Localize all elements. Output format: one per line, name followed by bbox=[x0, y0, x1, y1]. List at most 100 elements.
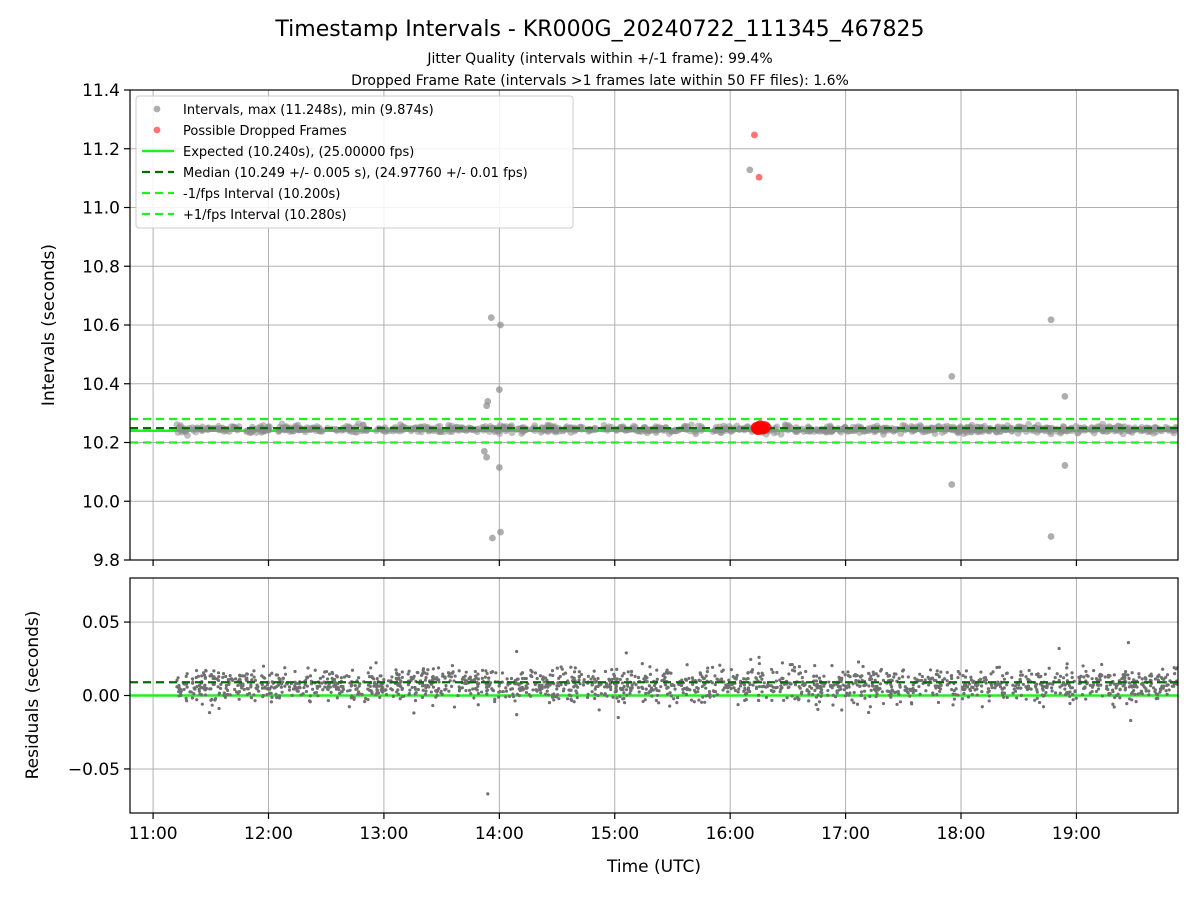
residual-point bbox=[280, 690, 284, 694]
residual-point bbox=[979, 684, 984, 688]
residual-point bbox=[742, 689, 746, 693]
residual-point bbox=[216, 685, 220, 689]
interval-point bbox=[1090, 429, 1098, 437]
residual-point bbox=[242, 674, 246, 678]
residual-point bbox=[511, 695, 516, 699]
residual-point bbox=[357, 684, 361, 688]
residual-point bbox=[498, 690, 502, 694]
residual-point bbox=[817, 685, 821, 689]
residual-point bbox=[715, 693, 720, 697]
residual-point bbox=[954, 687, 958, 691]
residual-point bbox=[572, 670, 577, 674]
residual-point bbox=[853, 673, 858, 677]
residual-point bbox=[1083, 685, 1087, 689]
residual-point bbox=[253, 699, 257, 703]
residual-point bbox=[1041, 705, 1046, 709]
residual-point bbox=[843, 684, 847, 688]
residual-point bbox=[274, 692, 278, 696]
residual-point bbox=[440, 692, 444, 696]
residual-point bbox=[801, 680, 805, 684]
residual-point bbox=[778, 678, 782, 682]
residual-point bbox=[421, 668, 425, 673]
residual-point bbox=[1005, 695, 1009, 700]
residual-point bbox=[1033, 698, 1037, 702]
interval-point bbox=[845, 427, 852, 435]
residual-point bbox=[241, 682, 245, 686]
residual-point bbox=[610, 677, 614, 682]
residual-point bbox=[609, 687, 613, 692]
residual-point bbox=[950, 687, 954, 692]
residual-point bbox=[938, 689, 942, 693]
residual-point bbox=[774, 679, 778, 683]
residual-point bbox=[533, 671, 538, 675]
residual-point bbox=[228, 693, 232, 697]
residual-point bbox=[826, 693, 830, 697]
residual-point bbox=[458, 686, 462, 691]
residual-point bbox=[354, 687, 358, 691]
residual-point bbox=[1091, 683, 1096, 687]
residual-point bbox=[1164, 675, 1168, 680]
residual-point bbox=[1074, 696, 1078, 700]
residual-point bbox=[250, 678, 254, 682]
residual-point bbox=[318, 684, 322, 688]
residual-point bbox=[700, 700, 704, 704]
interval-point bbox=[915, 424, 922, 432]
residual-point bbox=[1173, 672, 1177, 676]
residual-point bbox=[1147, 693, 1151, 697]
residual-point bbox=[593, 692, 597, 696]
residual-point bbox=[476, 672, 480, 676]
residual-point bbox=[1071, 698, 1075, 702]
residual-point bbox=[195, 698, 199, 702]
residual-point bbox=[311, 687, 315, 691]
residual-point bbox=[805, 688, 809, 692]
residual-point bbox=[1112, 705, 1116, 709]
residual-point bbox=[814, 703, 818, 707]
residual-point bbox=[272, 686, 276, 690]
residual-point bbox=[269, 685, 273, 689]
residual-point bbox=[895, 702, 899, 706]
residual-point bbox=[315, 686, 320, 690]
residual-point bbox=[889, 692, 893, 696]
residual-point bbox=[228, 673, 232, 678]
residual-point bbox=[890, 688, 894, 692]
interval-point bbox=[227, 423, 235, 431]
residual-point bbox=[226, 677, 230, 682]
residual-point bbox=[936, 684, 941, 688]
residual-point bbox=[183, 682, 187, 686]
residual-point bbox=[1113, 695, 1117, 700]
residual-point bbox=[372, 682, 377, 686]
residual-point bbox=[961, 673, 965, 678]
residual-point bbox=[888, 690, 892, 694]
residual-point bbox=[485, 671, 489, 676]
residual-point bbox=[560, 667, 564, 671]
residual-point bbox=[688, 688, 692, 692]
residual-point bbox=[463, 679, 468, 683]
residual-point bbox=[575, 696, 579, 700]
residual-point bbox=[619, 688, 623, 692]
residual-point bbox=[227, 682, 231, 687]
residual-point bbox=[223, 695, 227, 699]
residual-point bbox=[1050, 686, 1054, 690]
residual-point bbox=[885, 671, 889, 676]
residual-point bbox=[889, 682, 893, 687]
residuals-xtick-label: 19:00 bbox=[1052, 824, 1101, 844]
interval-outlier-point bbox=[495, 464, 503, 471]
residual-point bbox=[1026, 684, 1030, 688]
residual-point bbox=[249, 696, 253, 700]
residual-point bbox=[1019, 686, 1023, 690]
residual-point bbox=[409, 675, 413, 679]
residual-point bbox=[778, 690, 782, 694]
residual-point bbox=[970, 692, 974, 697]
residual-point bbox=[1051, 682, 1055, 686]
residual-point bbox=[1030, 672, 1034, 676]
residual-point bbox=[407, 692, 411, 697]
residual-point bbox=[970, 685, 974, 689]
residual-point bbox=[949, 674, 953, 678]
residual-point bbox=[476, 684, 480, 688]
residual-point bbox=[1073, 690, 1077, 694]
residual-point bbox=[779, 684, 783, 688]
residual-point bbox=[325, 687, 330, 691]
residual-point bbox=[500, 671, 505, 675]
residuals-ytick-label: −0.05 bbox=[68, 760, 120, 780]
residual-point bbox=[817, 700, 822, 704]
